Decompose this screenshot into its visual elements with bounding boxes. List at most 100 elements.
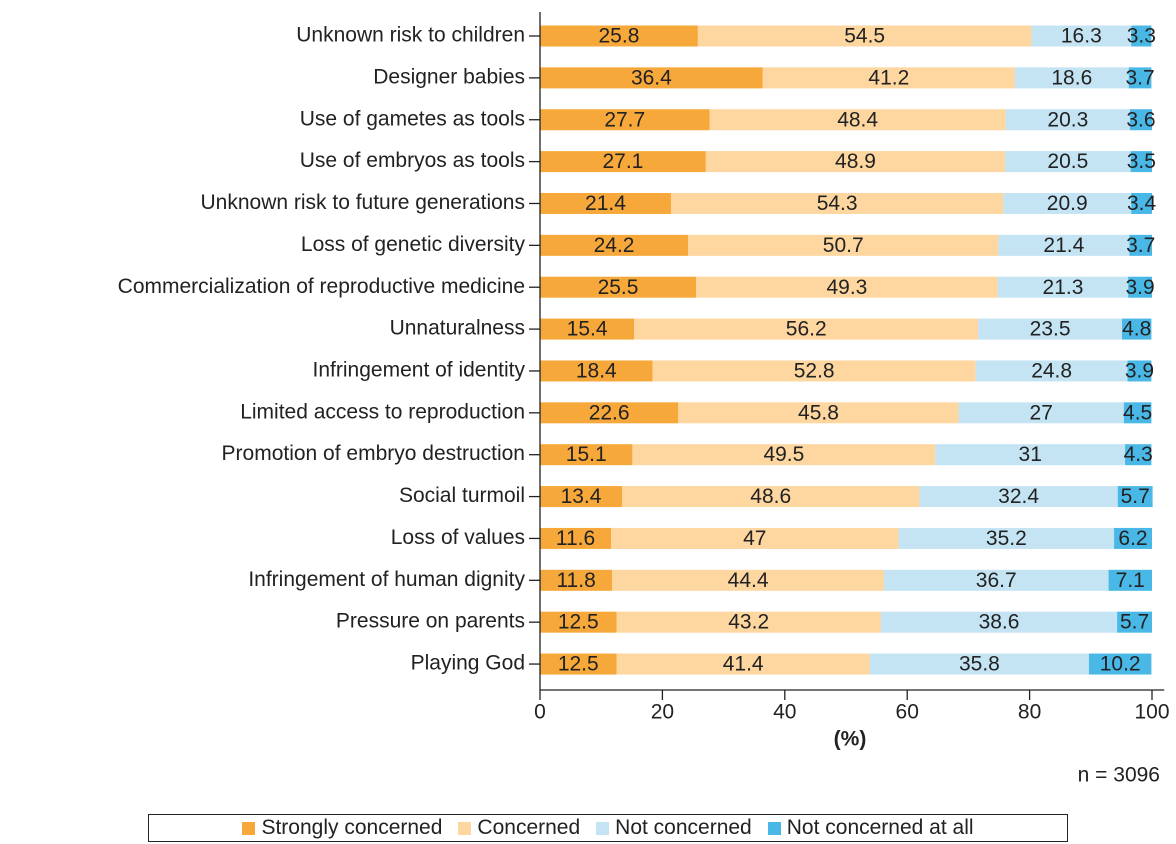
bar-segment xyxy=(1003,192,1132,214)
bar-segment xyxy=(1108,569,1152,591)
bar-segment xyxy=(919,486,1118,508)
bar-segment xyxy=(678,402,959,424)
value-label: 24.8 xyxy=(1031,360,1072,383)
bar-segment xyxy=(1088,653,1152,675)
value-label: 31 xyxy=(1019,443,1042,466)
value-label: 11.6 xyxy=(556,527,595,550)
value-label: 25.5 xyxy=(598,276,639,299)
bar-segment xyxy=(762,67,1015,89)
bar-segment xyxy=(634,318,979,340)
value-label: 15.1 xyxy=(566,443,607,466)
legend-item: Strongly concerned xyxy=(242,816,442,840)
bar-segment xyxy=(540,527,611,549)
bar-segment xyxy=(1128,67,1152,89)
value-label: 50.7 xyxy=(823,234,864,257)
bar-segment xyxy=(540,109,710,131)
bar-segment xyxy=(883,569,1109,591)
bar-segment xyxy=(898,527,1115,549)
bar-segment xyxy=(1130,151,1152,173)
value-label: 5.7 xyxy=(1121,485,1150,508)
value-label: 3.4 xyxy=(1127,192,1157,215)
y-tick-label: Use of embryos as tools xyxy=(300,149,525,172)
y-tick-label: Unnaturalness xyxy=(390,317,525,340)
bar-segment xyxy=(540,360,653,382)
value-label: 11.8 xyxy=(556,569,595,592)
bar-segment xyxy=(540,67,763,89)
bar-segment xyxy=(709,109,1006,131)
value-label: 12.5 xyxy=(558,611,599,634)
x-tick-label: 100 xyxy=(1134,701,1169,724)
bar-segment xyxy=(1114,527,1152,549)
value-label: 44.4 xyxy=(728,569,769,592)
value-label: 48.4 xyxy=(837,108,878,131)
value-label: 6.2 xyxy=(1118,527,1147,550)
value-label: 23.5 xyxy=(1030,318,1071,341)
bar-segment xyxy=(697,25,1032,47)
bar-segment xyxy=(1129,234,1152,256)
value-label: 21.4 xyxy=(585,192,626,215)
bar-segment xyxy=(1123,402,1152,424)
bar-segment xyxy=(540,25,698,47)
value-label: 4.8 xyxy=(1122,318,1151,341)
value-label: 54.5 xyxy=(844,25,885,48)
value-label: 25.8 xyxy=(599,25,640,48)
value-label: 45.8 xyxy=(798,401,839,424)
value-label: 16.3 xyxy=(1061,25,1102,48)
value-label: 3.3 xyxy=(1127,25,1156,48)
bar-segment xyxy=(540,569,613,591)
bar-segment xyxy=(652,360,976,382)
y-tick-label: Commercialization of reproductive medici… xyxy=(118,275,525,298)
y-tick-label: Unknown risk to future generations xyxy=(200,191,525,214)
bar-segment xyxy=(1128,276,1152,298)
value-label: 15.4 xyxy=(567,318,608,341)
value-label: 7.1 xyxy=(1116,569,1145,592)
value-label: 3.5 xyxy=(1127,150,1156,173)
bar-segment xyxy=(997,276,1129,298)
legend-label: Concerned xyxy=(477,816,581,839)
bar-segment xyxy=(540,402,679,424)
value-label: 36.4 xyxy=(631,66,672,89)
bar-segment xyxy=(1127,360,1152,382)
bar-segment xyxy=(705,151,1006,173)
y-tick-label: Unknown risk to children xyxy=(296,24,525,47)
value-label: 52.8 xyxy=(794,360,835,383)
bar-segment xyxy=(1031,25,1132,47)
value-label: 27.7 xyxy=(604,108,645,131)
bar-segment xyxy=(1129,109,1152,131)
value-label: 18.4 xyxy=(576,360,617,383)
value-label: 3.9 xyxy=(1125,360,1154,383)
bar-segment xyxy=(540,444,633,466)
y-tick-label: Social turmoil xyxy=(399,484,525,507)
x-axis-label: (%) xyxy=(834,728,867,751)
legend-label: Not concerned at all xyxy=(786,816,974,839)
value-label: 48.9 xyxy=(835,150,876,173)
bar-segment xyxy=(540,276,697,298)
value-label: 54.3 xyxy=(817,192,858,215)
bar-segment xyxy=(632,444,936,466)
bar-segment xyxy=(670,192,1004,214)
value-label: 3.7 xyxy=(1126,234,1155,257)
value-label: 36.7 xyxy=(976,569,1017,592)
bar-segment xyxy=(1131,192,1152,214)
value-label: 24.2 xyxy=(594,234,635,257)
x-tick-label: 0 xyxy=(534,701,546,724)
legend-swatch xyxy=(767,821,781,835)
value-label: 49.5 xyxy=(763,443,804,466)
y-tick-label: Pressure on parents xyxy=(336,610,525,633)
bar-segment xyxy=(1005,151,1131,173)
value-label: 35.2 xyxy=(986,527,1027,550)
value-label: 4.3 xyxy=(1124,443,1153,466)
bar-segment xyxy=(540,151,706,173)
bar-segment xyxy=(880,611,1118,633)
value-label: 27.1 xyxy=(602,150,643,173)
legend-label: Strongly concerned xyxy=(261,816,443,839)
bar-segment xyxy=(696,276,998,298)
value-label: 3.6 xyxy=(1126,108,1155,131)
bar-segment xyxy=(688,234,999,256)
y-tick-label: Limited access to reproduction xyxy=(240,400,525,423)
legend-item: Not concerned xyxy=(596,816,752,840)
value-label: 20.5 xyxy=(1047,150,1088,173)
bar-segment xyxy=(540,234,689,256)
bar-segment xyxy=(610,527,899,549)
